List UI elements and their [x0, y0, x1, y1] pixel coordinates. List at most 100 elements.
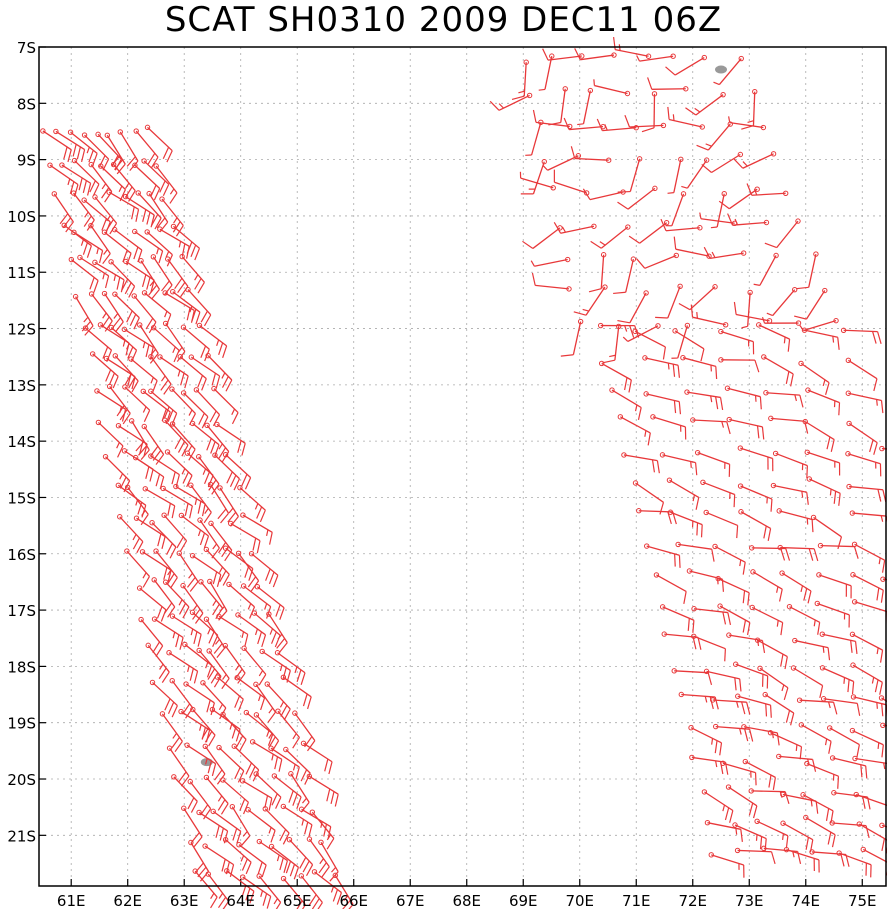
wind-barb [799, 317, 839, 332]
wind-barb [641, 91, 658, 133]
wind-barb [283, 746, 311, 785]
wind-barb [636, 508, 677, 525]
wind-barb [783, 846, 820, 873]
wind-barb [59, 162, 92, 196]
wind-barb [733, 151, 777, 169]
wind-barb [280, 674, 312, 710]
wind-barb [208, 520, 233, 562]
wind-barb [735, 693, 772, 718]
wind-barb [166, 745, 190, 787]
wind-barb [112, 353, 139, 393]
wind-barb [684, 389, 724, 411]
wind-barb [691, 606, 732, 626]
wind-barb [210, 808, 242, 844]
wind-barb [718, 186, 760, 210]
wind-barb [728, 116, 767, 131]
wind-barb [253, 771, 282, 809]
wind-barb [553, 169, 590, 196]
wind-barb [227, 520, 261, 554]
wind-barb [101, 290, 124, 333]
wind-barb [112, 291, 140, 330]
lat-tick-label: 16S [7, 546, 36, 564]
lon-tick-label: 63E [170, 892, 199, 909]
wind-barb [840, 327, 882, 344]
wind-barb [860, 846, 887, 876]
wind-barb [88, 291, 113, 332]
wind-barb [850, 662, 883, 695]
wind-barb [171, 774, 198, 813]
wind-barb [196, 647, 222, 688]
wind-barb [131, 293, 157, 334]
wind-barb [762, 691, 795, 726]
wind-barb [237, 484, 266, 523]
wind-barb [207, 481, 230, 524]
wind-barb [70, 190, 95, 231]
wind-barb [796, 697, 838, 715]
wind-barb [701, 789, 734, 823]
wind-barb [184, 450, 214, 488]
wind-barb [189, 420, 220, 457]
wind-barb [309, 809, 335, 850]
wind-barb [256, 838, 289, 873]
lat-tick-label: 17S [7, 602, 36, 620]
wind-barb [141, 290, 172, 327]
wind-barb [179, 253, 205, 294]
wind-barb [164, 449, 193, 488]
lat-tick-label: 14S [7, 433, 36, 451]
wind-barb [178, 708, 211, 743]
wind-barb [741, 289, 753, 329]
wind-barb [271, 773, 302, 810]
wind-barb [169, 613, 202, 647]
wind-barb [280, 875, 306, 909]
wind-barb [680, 354, 718, 380]
wind-barb [613, 256, 637, 295]
wind-barb [144, 124, 173, 163]
wind-barb [520, 158, 547, 195]
lat-tick-label: 11S [7, 264, 36, 282]
wind-barb [703, 509, 739, 539]
wind-barb [806, 476, 841, 506]
wind-barb [817, 542, 859, 559]
wind-barb [68, 256, 99, 293]
wind-barb [106, 189, 140, 222]
wind-barb [145, 642, 170, 683]
lon-tick-label: 61E [57, 892, 86, 909]
lat-tick-label: 19S [7, 715, 36, 733]
lon-tick-label: 75E [848, 892, 877, 909]
wind-barb [332, 872, 354, 909]
wind-barb [632, 328, 666, 360]
wind-barb [650, 414, 687, 440]
wind-barb [133, 515, 166, 549]
wind-barb [814, 600, 850, 628]
wind-barb [198, 579, 224, 620]
wind-barb [170, 289, 201, 325]
wind-barb [672, 328, 705, 362]
wind-barb [137, 322, 159, 364]
wind-barb [188, 354, 221, 389]
wind-barb [681, 157, 710, 189]
wind-barb [691, 633, 726, 662]
wind-barb [690, 417, 731, 435]
wind-barb [216, 613, 249, 647]
wind-barb [117, 129, 139, 172]
wind-barb [106, 383, 131, 425]
wind-barb [636, 252, 679, 269]
wind-barb [117, 514, 144, 554]
lon-tick-label: 69E [509, 892, 538, 909]
wind-barb [694, 449, 731, 477]
lon-tick-label: 62E [113, 892, 142, 909]
wind-barb [132, 228, 164, 264]
wind-barb [628, 219, 670, 244]
wind-barb [306, 836, 330, 878]
wind-barb [622, 323, 661, 343]
wind-barb [180, 390, 209, 429]
wind-barb [798, 722, 832, 754]
wind-barb [249, 739, 283, 772]
wind-barb [703, 668, 742, 692]
wind-barb [222, 545, 254, 581]
wind-barb [240, 512, 273, 545]
wind-barb [71, 229, 104, 263]
lon-tick-label: 73E [735, 892, 764, 909]
wind-barb [770, 482, 809, 505]
wind-barb [229, 803, 251, 846]
